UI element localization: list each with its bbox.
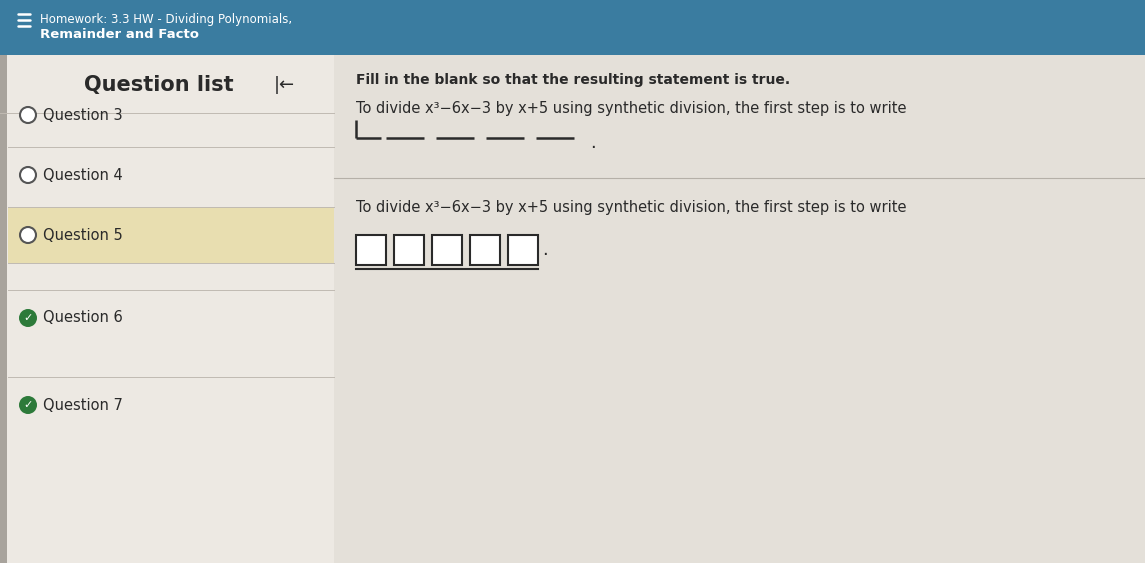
Text: ✓: ✓ <box>23 313 33 323</box>
Text: .: . <box>590 134 595 152</box>
Circle shape <box>19 227 35 243</box>
Text: To divide x³−6x−3 by x+5 using synthetic division, the first step is to write: To divide x³−6x−3 by x+5 using synthetic… <box>356 101 907 116</box>
Text: .: . <box>542 241 547 259</box>
Circle shape <box>19 396 37 414</box>
Bar <box>394 235 424 265</box>
Circle shape <box>19 167 35 183</box>
Text: Fill in the blank so that the resulting statement is true.: Fill in the blank so that the resulting … <box>356 73 790 87</box>
Bar <box>432 235 461 265</box>
Text: Question 7: Question 7 <box>44 397 123 413</box>
Bar <box>508 235 538 265</box>
Text: Homework: 3.3 HW - Dividing Polynomials,: Homework: 3.3 HW - Dividing Polynomials, <box>40 13 292 26</box>
Bar <box>0 0 1145 55</box>
Text: Question list: Question list <box>84 75 234 95</box>
Bar <box>469 235 500 265</box>
Bar <box>0 55 7 563</box>
Circle shape <box>19 107 35 123</box>
Bar <box>356 235 386 265</box>
Text: Question 6: Question 6 <box>44 311 123 325</box>
Bar <box>0 55 334 563</box>
Text: |←: |← <box>274 76 294 94</box>
Text: ✓: ✓ <box>23 400 33 410</box>
Text: Remainder and Facto: Remainder and Facto <box>40 28 199 41</box>
Text: To divide x³−6x−3 by x+5 using synthetic division, the first step is to write: To divide x³−6x−3 by x+5 using synthetic… <box>356 200 907 215</box>
Text: Question 4: Question 4 <box>44 168 123 182</box>
Bar <box>8 207 334 263</box>
Text: Question 3: Question 3 <box>44 108 123 123</box>
Circle shape <box>19 309 37 327</box>
Text: Question 5: Question 5 <box>44 227 123 243</box>
Bar <box>334 55 1145 563</box>
